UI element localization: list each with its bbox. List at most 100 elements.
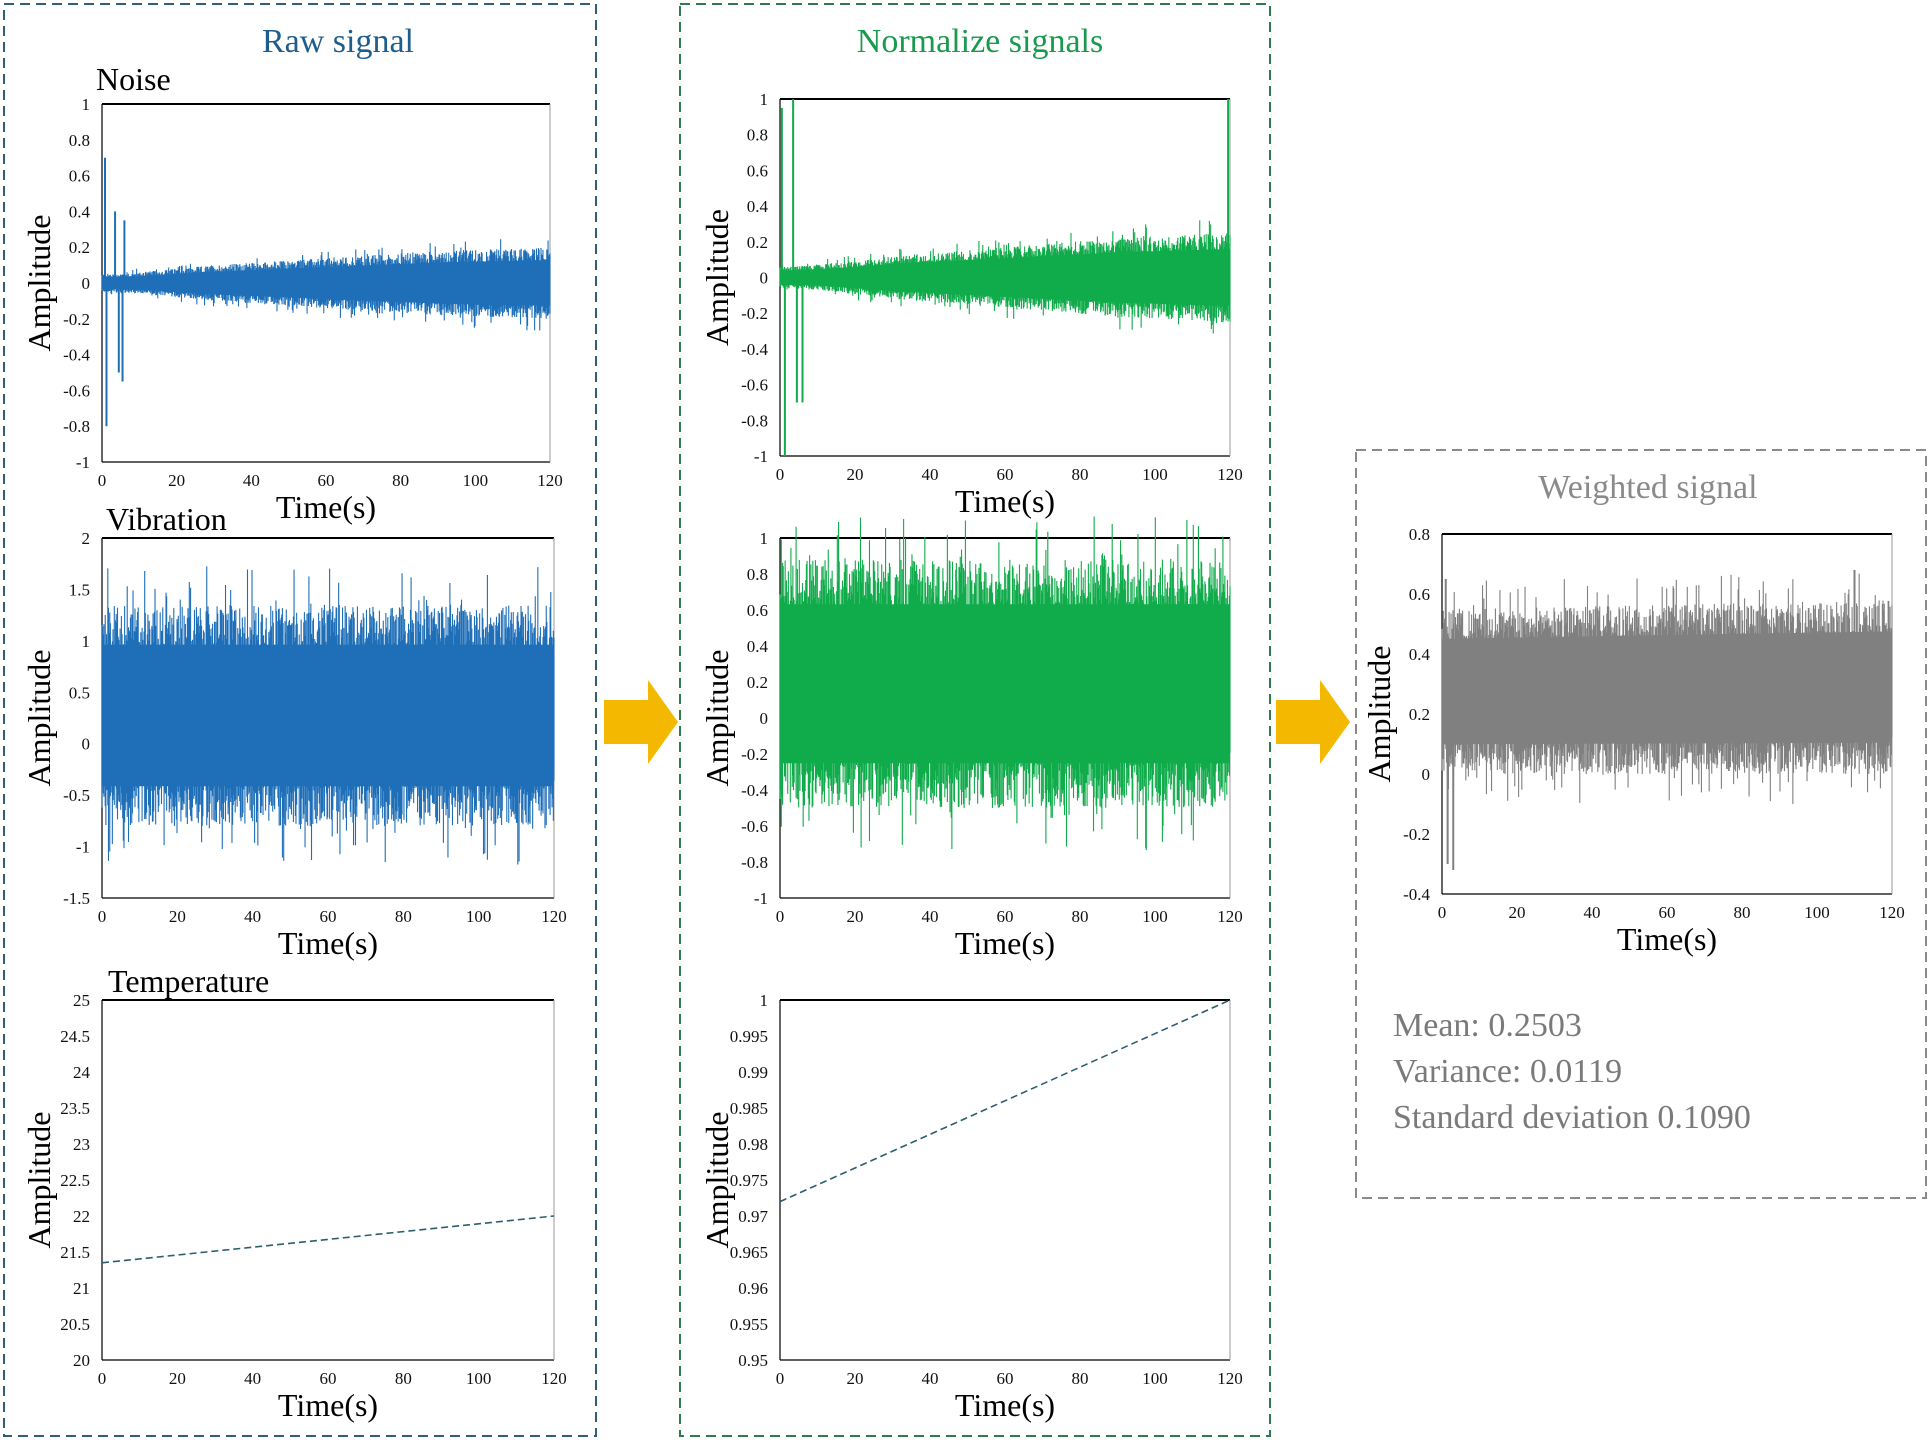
y-tick-label: -0.4 [741,781,768,800]
y-tick-label: 1 [760,529,769,548]
y-tick-label: 25 [73,991,90,1010]
y-tick-label: 0.98 [738,1135,768,1154]
y-tick-label: 0.8 [747,565,768,584]
y-tick-label: 23.5 [60,1099,90,1118]
y-tick-label: -0.4 [63,346,90,365]
y-tick-label: -0.4 [741,340,768,359]
y-tick-label: 1 [82,95,91,114]
x-tick-label: 100 [1142,465,1168,484]
x-tick-label: 120 [541,1369,567,1388]
y-tick-label: -0.6 [741,376,768,395]
y-tick-label: 0 [82,274,91,293]
x-tick-label: 60 [1659,903,1676,922]
y-tick-label: -0.8 [63,417,90,436]
x-tick-label: 40 [922,465,939,484]
x-tick-label: 120 [1217,1369,1243,1388]
chart-norm-noise: 1 0.8 0.6 0.4 0.2 0 -0.2 -0.4 -0.6 -0.8 -1 0 20 40 60 8… [699,90,1243,519]
x-tick-label: 0 [776,1369,785,1388]
y-axis-label: Amplitude [21,650,57,787]
flow-arrow-icon [1276,680,1350,764]
y-axis-label: Amplitude [699,1112,735,1249]
charts-layer: 10.80.60.40.20-0.2-0.4-0.6-0.8-10 20 40 60 8… [21,61,1905,1423]
x-tick-label: 80 [1072,1369,1089,1388]
y-tick-label: 21 [73,1279,90,1298]
x-tick-label: 80 [1734,903,1751,922]
x-tick-label: 20 [1509,903,1526,922]
x-tick-label: 20 [169,907,186,926]
y-tick-label: -0.4 [1403,885,1430,904]
flow-arrow-icon [604,680,678,764]
x-tick-label: 100 [1804,903,1830,922]
y-tick-label: -0.8 [741,411,768,430]
signal-band [1442,631,1892,745]
y-tick-label: 0.95 [738,1351,768,1370]
y-tick-label: -0.5 [63,786,90,805]
y-tick-label: 20 [73,1351,90,1370]
x-axis-label: Time(s) [1617,921,1717,957]
x-tick-label: 80 [395,1369,412,1388]
x-axis-label: Time(s) [276,489,376,525]
x-tick-label: 40 [922,907,939,926]
x-tick-label: 20 [847,907,864,926]
y-tick-label: -1 [754,889,768,908]
x-tick-label: 120 [1879,903,1905,922]
x-tick-label: 40 [922,1369,939,1388]
x-tick-label: 80 [392,471,409,490]
y-tick-label: -0.6 [63,381,90,400]
chart-weighted: 0.8 0.6 0.4 0.2 0 -0.2 -0.4 0 20 40 60 80 100 120 Time… [1361,525,1905,957]
chart-norm-vibration: 1 0.8 0.6 0.4 0.2 0 -0.2 -0.4 -0.6 -0.8 -1 0 20 40 60 8… [699,516,1243,961]
x-tick-label: 100 [1142,907,1168,926]
y-tick-label: 0.955 [730,1315,768,1334]
stat-mean: Mean: 0.2503 [1393,1007,1582,1044]
y-tick-label: 0.96 [738,1279,768,1298]
x-tick-label: 60 [997,465,1014,484]
normalize-signals-title: Normalize signals [857,23,1103,60]
y-tick-label: 0 [82,735,91,754]
chart-title: Noise [96,61,171,97]
y-tick-label: 24 [73,1063,91,1082]
y-tick-label: 0.2 [747,233,768,252]
y-tick-label: 0 [1422,765,1431,784]
y-axis-label: Amplitude [699,650,735,787]
signal-band [780,604,1230,764]
y-tick-label: -1 [76,838,90,857]
x-tick-label: 120 [1217,465,1243,484]
x-tick-label: 100 [463,471,489,490]
x-axis-label: Time(s) [955,925,1055,961]
x-tick-label: 40 [1584,903,1601,922]
y-tick-label: 0.8 [1409,525,1430,544]
x-tick-label: 80 [1072,907,1089,926]
x-tick-label: 120 [1217,907,1243,926]
y-tick-label: 0.965 [730,1243,768,1262]
y-tick-label: 0.975 [730,1171,768,1190]
x-tick-label: 100 [466,1369,492,1388]
weighted-signal-panel [1355,449,1927,1199]
chart-raw-vibration: 2 1.5 1 0.5 0 -0.5 -1 -1.5 0 20 40 60 80 100 120 Time(s… [21,501,567,961]
chart-raw-temperature: 25 24.5 24 23.5 23 22.5 22 21.5 21 20.5 20 0 20 40 60 8… [21,963,567,1423]
y-tick-label: -0.2 [63,310,90,329]
y-tick-label: -0.2 [741,745,768,764]
x-tick-label: 60 [320,907,337,926]
y-tick-label: 0.5 [69,683,90,702]
y-tick-label: 0.4 [747,197,769,216]
y-tick-label: -1.5 [63,889,90,908]
y-tick-label: 1 [760,991,769,1010]
signal-band [102,260,550,306]
y-tick-label: 1 [82,632,91,651]
normalize-signals-panel [679,3,1271,1437]
x-tick-label: 0 [776,907,785,926]
series-line [101,1215,555,1264]
y-tick-label: 2 [82,529,91,548]
y-axis-label: Amplitude [1361,646,1397,783]
x-tick-label: 0 [98,471,107,490]
y-tick-label: 0.6 [747,161,768,180]
y-tick-label: 0.8 [69,131,90,150]
y-tick-label: 0 [760,709,769,728]
y-tick-label: -1 [754,447,768,466]
y-tick-label: 0.2 [69,238,90,257]
x-tick-label: 20 [168,471,185,490]
x-tick-label: 120 [541,907,567,926]
y-tick-label: 0.2 [1409,705,1430,724]
signal-band [780,248,1230,307]
